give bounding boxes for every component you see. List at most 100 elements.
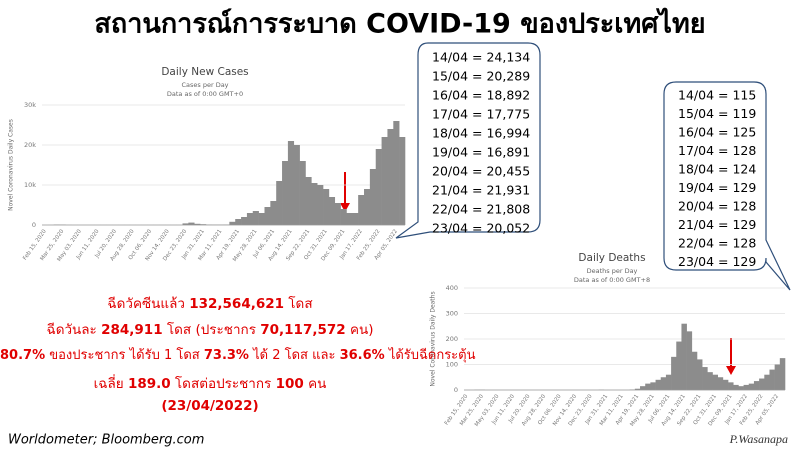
bar (299, 161, 306, 225)
bar (393, 121, 400, 225)
bar (270, 201, 277, 225)
summary-line: ฉีดวันละ 284,911 โดส (ประชากร 70,117,572… (0, 318, 420, 340)
bar (352, 213, 359, 225)
text: ของประชากร ได้รับ 1 โดส (45, 348, 204, 363)
bar (645, 383, 651, 390)
summary-line: 80.7% ของประชากร ได้รับ 1 โดส 73.3% ได้ … (0, 344, 476, 365)
text: 70,117,572 (260, 322, 346, 338)
bar (287, 141, 295, 225)
bar (753, 381, 760, 390)
bar (311, 183, 318, 225)
text: ฉีดวัคซีนแล้ว (107, 296, 190, 312)
callout-line: 20/04 = 20,455 (432, 164, 530, 179)
y-tick-label: 400 (446, 284, 458, 292)
summary-line: ฉีดวัคซีนแล้ว 132,564,621 โดส (0, 292, 420, 314)
source: Worldometer; Bloomberg.com (8, 433, 204, 448)
chart-subtitle: Cases per Day (181, 81, 228, 89)
bar (229, 221, 236, 225)
chart-title: Daily Deaths (578, 252, 645, 264)
bar (712, 374, 718, 390)
bar (676, 341, 682, 390)
text: 132,564,621 (189, 296, 285, 312)
y-tick-label: 10k (24, 181, 36, 189)
callout-line: 19/04 = 16,891 (432, 145, 530, 160)
bar (399, 137, 406, 225)
text: โดสต่อประชากร (170, 376, 276, 392)
bar (317, 185, 324, 225)
chart-subtitle: Data as of 0:00 GMT+0 (167, 90, 243, 98)
callout-line: 22/04 = 128 (678, 236, 756, 251)
bar (328, 197, 336, 225)
callout-line: 18/04 = 124 (678, 162, 756, 177)
text: โดส (284, 296, 313, 312)
y-axis-label: Novel Coronavirus Daily Cases (8, 119, 15, 211)
text: 36.6% (339, 348, 385, 363)
bar (779, 358, 786, 390)
text: ฉีดวันละ (46, 322, 102, 338)
bar (717, 377, 724, 390)
bar (182, 223, 189, 225)
bar (334, 203, 341, 225)
text: 100 (275, 376, 304, 392)
bar (774, 364, 781, 390)
bar (764, 374, 770, 390)
page-title: สถานการณ์การระบาด COVID-19 ของประเทศไทย (94, 8, 705, 40)
bar (282, 161, 289, 225)
text: 284,911 (101, 322, 163, 338)
bar (691, 351, 698, 390)
y-tick-label: 100 (446, 361, 458, 369)
callout-box (663, 81, 791, 291)
text: โดส (ประชากร (162, 322, 261, 338)
y-tick-label: 0 (32, 221, 36, 229)
callout-line: 16/04 = 125 (678, 125, 756, 140)
bar (340, 209, 347, 225)
bar (660, 377, 667, 390)
signature: P.Wasanapa (729, 432, 788, 446)
y-tick-label: 0 (454, 386, 458, 394)
text: คน) (345, 322, 374, 338)
y-axis-label: Novel Coronavirus Daily Deaths (430, 291, 437, 386)
y-tick-label: 200 (446, 335, 458, 343)
callout-line: 15/04 = 20,289 (432, 69, 530, 84)
bar (194, 223, 201, 225)
bar (381, 137, 388, 225)
text: เฉลี่ย (93, 376, 128, 392)
text: 73.3% (203, 348, 249, 363)
summary-line: เฉลี่ย 189.0 โดสต่อประชากร 100 คน (0, 372, 420, 394)
bar (252, 211, 259, 225)
bar (293, 145, 300, 225)
bar (748, 383, 755, 390)
bar (759, 378, 765, 390)
bar (246, 213, 254, 225)
text: คน (303, 376, 327, 392)
bar (733, 384, 739, 390)
bar (681, 323, 687, 390)
callout-line: 23/04 = 20,052 (432, 221, 530, 236)
bar (743, 384, 750, 390)
bar (188, 222, 195, 225)
callout-line: 23/04 = 129 (678, 254, 756, 269)
y-tick-label: 20k (24, 141, 36, 149)
bar (323, 189, 330, 225)
bar (722, 379, 729, 390)
text: ได้รับฉีดกระตุ้น (384, 348, 476, 363)
summary-line: (23/04/2022) (0, 398, 420, 414)
text: ได้ 2 โดส และ (248, 348, 340, 363)
bar (728, 382, 734, 390)
callout-line: 14/04 = 24,134 (432, 50, 530, 65)
bar (702, 367, 708, 390)
bar (241, 217, 248, 225)
callout-line: 17/04 = 128 (678, 143, 756, 158)
y-tick-label: 300 (446, 310, 458, 318)
text: 80.7% (0, 348, 46, 363)
bar (276, 181, 283, 225)
bar (634, 388, 641, 390)
bar (369, 169, 377, 225)
bar (358, 195, 365, 225)
callout-line: 21/04 = 21,931 (432, 183, 530, 198)
bar (696, 359, 703, 390)
bar (264, 207, 271, 225)
bar (769, 369, 775, 390)
